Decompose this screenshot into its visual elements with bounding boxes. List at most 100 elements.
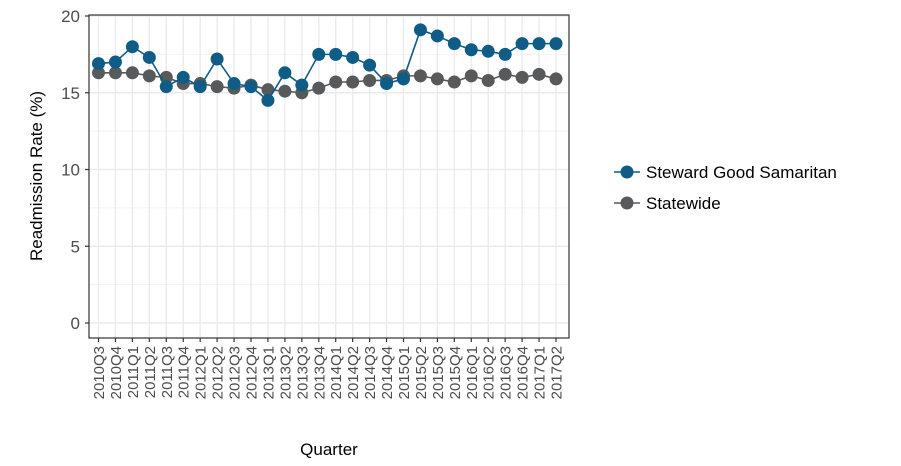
x-tick-label: 2012Q1 bbox=[193, 346, 210, 399]
x-tick-label: 2014Q4 bbox=[379, 346, 396, 399]
x-tick-label: 2016Q4 bbox=[515, 346, 532, 399]
data-point bbox=[430, 72, 444, 86]
y-tick-label: 20 bbox=[61, 7, 80, 26]
data-point bbox=[159, 80, 173, 94]
x-axis-label: Quarter bbox=[300, 440, 358, 459]
data-point bbox=[464, 43, 478, 57]
data-point bbox=[125, 66, 139, 80]
data-point bbox=[92, 66, 105, 80]
y-axis-label: Readmission Rate (%) bbox=[27, 91, 46, 261]
data-point bbox=[108, 55, 122, 69]
data-point bbox=[397, 72, 410, 86]
data-point bbox=[329, 75, 343, 89]
x-tick-label: 2015Q4 bbox=[447, 346, 464, 399]
legend-entry-statewide: Statewide bbox=[614, 194, 721, 213]
panel-background bbox=[89, 15, 569, 338]
panel-border bbox=[88, 14, 570, 339]
data-point bbox=[210, 80, 224, 94]
data-point bbox=[532, 67, 546, 81]
x-tick-label: 2010Q4 bbox=[108, 346, 125, 399]
legend-label-steward: Steward Good Samaritan bbox=[646, 163, 837, 182]
data-point bbox=[329, 47, 343, 61]
data-point bbox=[346, 50, 360, 64]
series-line bbox=[98, 28, 556, 102]
data-point bbox=[176, 70, 190, 84]
data-point bbox=[261, 83, 275, 97]
data-point bbox=[261, 93, 275, 107]
legend: Steward Good Samaritan Statewide bbox=[614, 163, 837, 213]
data-point bbox=[312, 81, 326, 95]
data-point bbox=[346, 75, 360, 89]
data-point bbox=[142, 50, 156, 64]
data-point bbox=[363, 73, 377, 87]
data-point bbox=[549, 72, 563, 86]
x-tick-label: 2017Q2 bbox=[549, 346, 566, 399]
data-point bbox=[210, 52, 224, 66]
legend-key-point-statewide bbox=[620, 196, 634, 210]
data-point bbox=[413, 69, 427, 83]
x-axis: 2010Q3 2010Q4 2011Q1 2011Q2 2011Q3 2011Q4 2012… bbox=[91, 338, 566, 399]
x-tick-label: 2011Q1 bbox=[125, 346, 142, 398]
data-point bbox=[549, 37, 563, 51]
x-tick-label: 2014Q1 bbox=[328, 346, 345, 399]
x-tick-label: 2012Q4 bbox=[244, 346, 261, 399]
data-point bbox=[481, 44, 495, 58]
data-point bbox=[515, 70, 529, 84]
x-tick-label: 2015Q2 bbox=[413, 346, 430, 399]
series-layer bbox=[92, 23, 563, 107]
data-point bbox=[92, 57, 105, 71]
data-point bbox=[447, 37, 461, 51]
x-tick-label: 2017Q1 bbox=[532, 346, 549, 399]
x-tick-label: 2013Q2 bbox=[277, 346, 294, 399]
data-point bbox=[125, 40, 139, 54]
x-tick-label: 2013Q3 bbox=[294, 346, 311, 399]
data-point bbox=[380, 77, 394, 91]
x-tick-label: 2016Q3 bbox=[498, 346, 515, 399]
x-tick-label: 2011Q4 bbox=[176, 346, 193, 398]
data-point bbox=[363, 58, 377, 72]
data-point bbox=[193, 80, 207, 94]
x-tick-label: 2012Q3 bbox=[227, 346, 244, 399]
x-tick-label: 2013Q4 bbox=[311, 346, 328, 399]
legend-key-point-steward bbox=[620, 165, 634, 179]
series-steward bbox=[92, 23, 563, 107]
x-tick-label: 2010Q3 bbox=[91, 346, 108, 399]
x-tick-label: 2013Q1 bbox=[260, 346, 277, 399]
data-point bbox=[447, 75, 461, 89]
y-tick-label: 10 bbox=[61, 161, 80, 180]
y-axis: 0 5 10 15 20 bbox=[61, 7, 89, 333]
x-tick-label: 2011Q3 bbox=[159, 346, 176, 398]
x-tick-label: 2016Q1 bbox=[464, 346, 481, 399]
x-tick-label: 2015Q1 bbox=[396, 346, 413, 399]
data-point bbox=[430, 29, 444, 43]
data-point bbox=[498, 47, 512, 61]
data-point bbox=[278, 66, 292, 80]
x-tick-label: 2015Q3 bbox=[430, 346, 447, 399]
data-point bbox=[532, 37, 546, 51]
data-point bbox=[515, 37, 529, 51]
legend-entry-steward: Steward Good Samaritan bbox=[614, 163, 837, 182]
data-point bbox=[278, 84, 292, 98]
data-point bbox=[312, 47, 326, 61]
x-tick-label: 2014Q3 bbox=[362, 346, 379, 399]
x-tick-label: 2012Q2 bbox=[210, 346, 227, 399]
y-tick-label: 5 bbox=[71, 237, 80, 256]
x-tick-label: 2011Q2 bbox=[142, 346, 159, 398]
legend-label-statewide: Statewide bbox=[646, 194, 721, 213]
data-point bbox=[413, 23, 427, 37]
data-point bbox=[464, 69, 478, 83]
data-point bbox=[227, 77, 241, 91]
y-tick-label: 15 bbox=[61, 84, 80, 103]
data-point bbox=[244, 80, 258, 94]
data-point bbox=[295, 78, 309, 92]
data-point bbox=[108, 66, 122, 80]
data-point bbox=[498, 67, 512, 81]
data-point bbox=[481, 73, 495, 87]
series-line bbox=[98, 71, 557, 94]
data-point bbox=[142, 69, 156, 83]
x-tick-label: 2014Q2 bbox=[345, 346, 362, 399]
x-tick-label: 2016Q2 bbox=[481, 346, 498, 399]
y-tick-label: 0 bbox=[71, 314, 80, 333]
